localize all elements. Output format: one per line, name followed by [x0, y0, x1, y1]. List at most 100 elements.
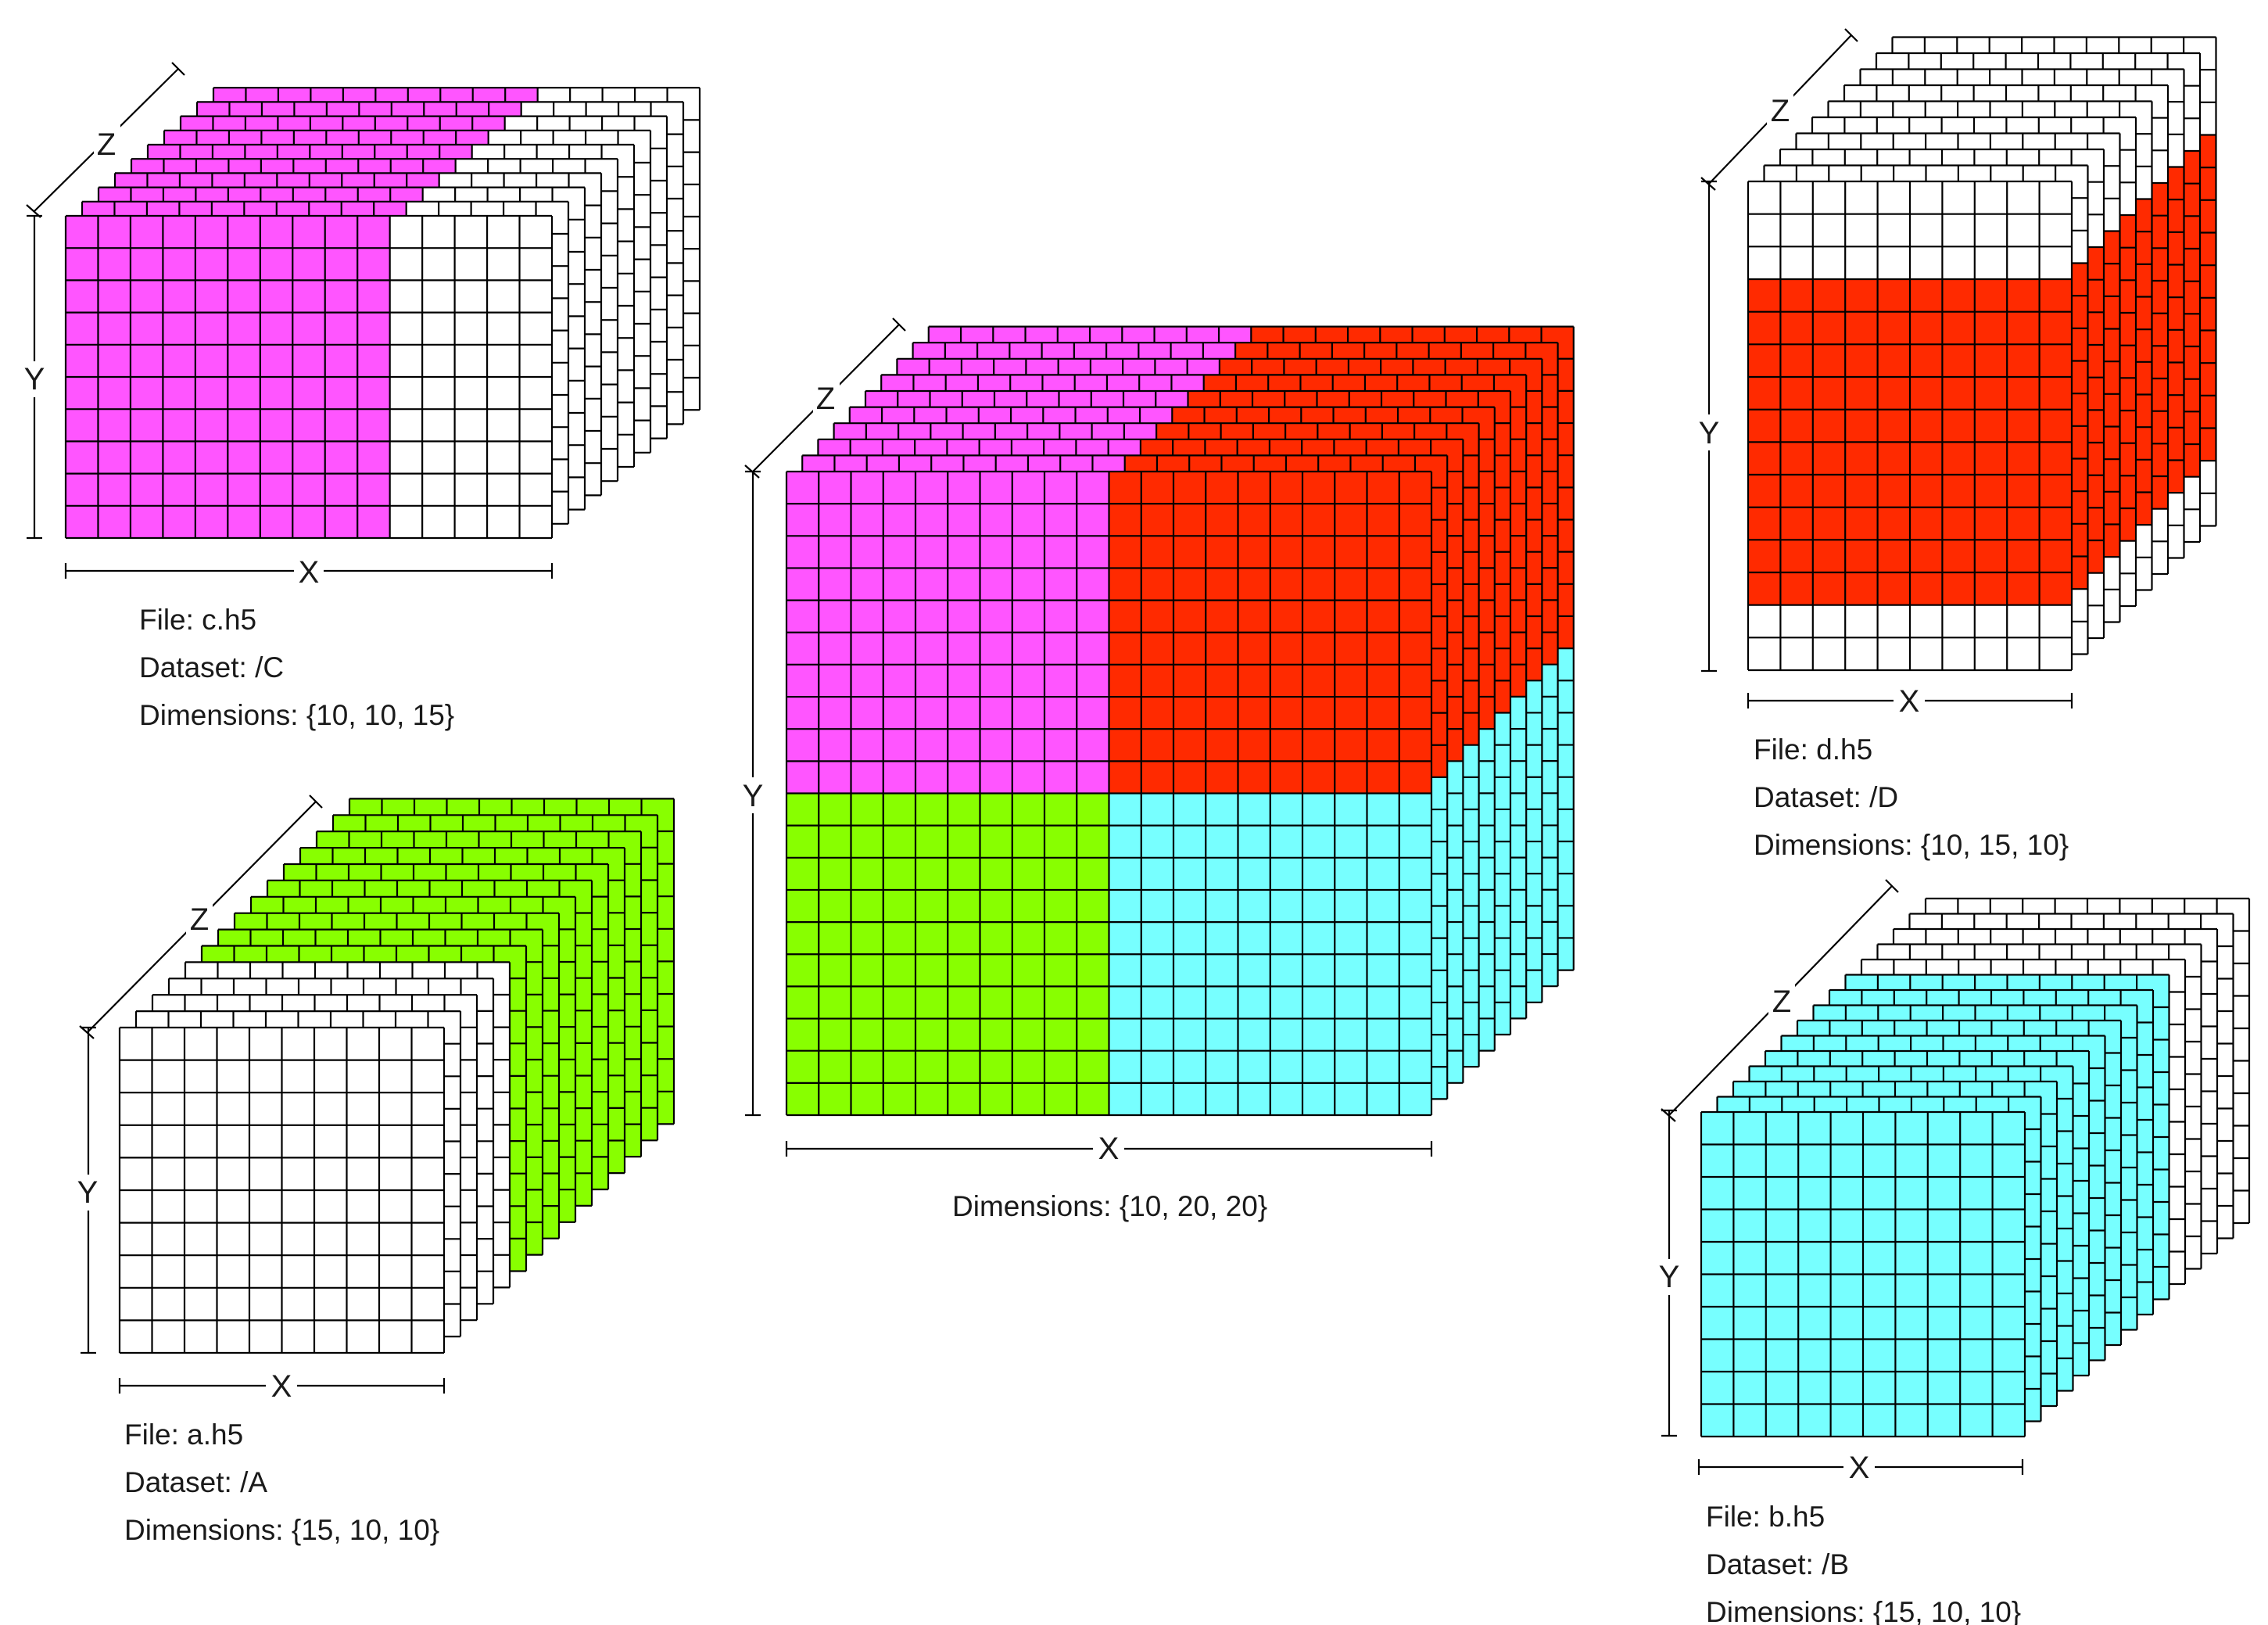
- c-cell: [130, 505, 163, 539]
- c-cell: [357, 409, 390, 442]
- a-cell: [249, 1190, 282, 1223]
- c-cell: [195, 377, 228, 410]
- c-cell: [389, 344, 423, 378]
- c-cell: [357, 377, 390, 410]
- c-cell: [422, 441, 455, 474]
- a-cell: [346, 1255, 380, 1289]
- a-cell: [314, 1190, 347, 1223]
- a-cell: [379, 1125, 412, 1158]
- dataset-c-x-label: X: [299, 555, 320, 590]
- a-cell: [120, 1190, 152, 1223]
- c-cell: [487, 216, 520, 249]
- c-cell: [422, 473, 455, 507]
- a-cell: [185, 1287, 217, 1321]
- a-cell: [152, 1287, 185, 1321]
- c-cell: [163, 473, 196, 507]
- c-cell: [163, 409, 196, 442]
- a-cell: [346, 1060, 380, 1093]
- a-cell: [120, 1157, 152, 1191]
- c-cell: [163, 344, 196, 378]
- a-cell: [379, 1287, 412, 1321]
- a-cell: [217, 1125, 250, 1158]
- a-cell: [120, 1028, 152, 1060]
- a-cell: [281, 1092, 315, 1126]
- c-cell: [422, 344, 455, 378]
- a-cell: [281, 1157, 315, 1191]
- a-cell: [217, 1222, 250, 1256]
- a-cell: [281, 1060, 315, 1093]
- c-cell: [324, 473, 358, 507]
- c-cell: [260, 248, 293, 281]
- dataset-a-dimensions: Dimensions: {15, 10, 10}: [124, 1514, 439, 1546]
- c-cell: [98, 409, 131, 442]
- c-cell: [260, 409, 293, 442]
- a-cell: [249, 1125, 282, 1158]
- c-cell: [228, 248, 261, 281]
- c-cell: [454, 312, 488, 346]
- c-cell: [195, 216, 228, 249]
- a-cell: [217, 1320, 250, 1354]
- c-cell: [195, 409, 228, 442]
- c-cell: [228, 216, 261, 249]
- a-cell: [411, 1190, 445, 1223]
- a-cell: [152, 1125, 185, 1158]
- c-cell: [163, 505, 196, 539]
- c-cell: [487, 377, 520, 410]
- c-cell: [454, 280, 488, 313]
- c-cell: [324, 216, 358, 249]
- a-cell: [249, 1028, 282, 1060]
- dataset-a-z-label: Z: [190, 902, 209, 937]
- dataset-c-y-label: Y: [24, 362, 45, 396]
- c-cell: [389, 312, 423, 346]
- c-cell: [260, 505, 293, 539]
- a-cell: [281, 1028, 315, 1060]
- c-cell: [260, 280, 293, 313]
- a-cell: [411, 1125, 445, 1158]
- a-cell: [152, 1060, 185, 1093]
- c-cell: [422, 248, 455, 281]
- c-cell: [195, 280, 228, 313]
- c-cell: [389, 409, 423, 442]
- a-cell: [217, 1287, 250, 1321]
- a-cell: [411, 1222, 445, 1256]
- c-cell: [98, 473, 131, 507]
- c-cell: [98, 216, 131, 249]
- a-cell: [185, 1320, 217, 1354]
- a-cell: [120, 1255, 152, 1289]
- a-cell: [379, 1060, 412, 1093]
- c-cell: [454, 377, 488, 410]
- a-cell: [185, 1092, 217, 1126]
- c-cell: [324, 409, 358, 442]
- c-cell: [487, 441, 520, 474]
- c-cell: [487, 505, 520, 539]
- c-cell: [389, 505, 423, 539]
- a-cell: [346, 1320, 380, 1354]
- c-cell: [454, 248, 488, 281]
- a-cell: [281, 1190, 315, 1223]
- c-cell: [454, 473, 488, 507]
- a-cell: [152, 1320, 185, 1354]
- a-cell: [217, 1092, 250, 1126]
- c-cell: [163, 312, 196, 346]
- c-cell: [260, 441, 293, 474]
- c-cell: [324, 441, 358, 474]
- c-cell: [130, 312, 163, 346]
- c-cell: [292, 441, 326, 474]
- c-cell: [130, 409, 163, 442]
- c-cell: [519, 312, 553, 346]
- c-cell: [292, 473, 326, 507]
- a-cell: [411, 1255, 445, 1289]
- a-cell: [185, 1255, 217, 1289]
- a-cell: [379, 1190, 412, 1223]
- a-cell: [314, 1222, 347, 1256]
- c-cell: [98, 377, 131, 410]
- c-cell: [163, 280, 196, 313]
- c-cell: [130, 344, 163, 378]
- c-cell: [98, 344, 131, 378]
- c-cell: [324, 312, 358, 346]
- a-cell: [152, 1190, 185, 1223]
- a-cell: [346, 1287, 380, 1321]
- a-cell: [379, 1092, 412, 1126]
- c-cell: [66, 216, 99, 249]
- a-cell: [379, 1222, 412, 1256]
